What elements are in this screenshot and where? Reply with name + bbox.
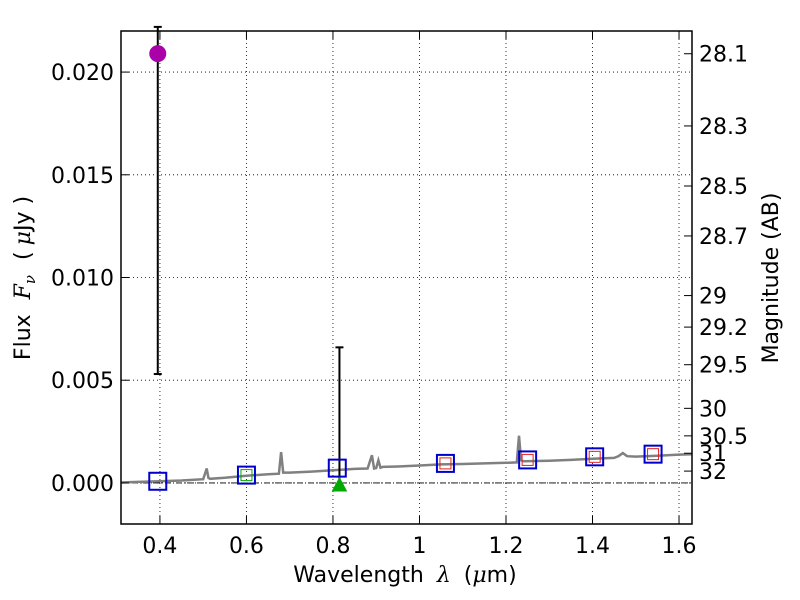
model-spectrum xyxy=(120,435,693,484)
model-photometry-square xyxy=(236,465,256,485)
model-photometry-square xyxy=(585,447,605,467)
plot-frame xyxy=(120,30,693,525)
ticks: 0.4 0.6 0.8 1 1.2 1.4 1.6 0.000 0.005 0.010 0.015 0… xyxy=(51,31,748,559)
spectrum-line xyxy=(120,435,693,484)
model-photometry-square xyxy=(518,450,538,470)
observed-flux-inner-square xyxy=(647,448,660,461)
y-axis-label: Flux Fν (μJy ) xyxy=(11,196,41,360)
observed-flux-inner-square xyxy=(439,457,452,470)
y-tick-label: 0.015 xyxy=(51,164,114,189)
x-tick-label: 0.6 xyxy=(229,534,264,559)
magnitude-tick-label: 31 xyxy=(699,442,727,467)
magnitude-tick-label: 30 xyxy=(699,397,727,422)
y-tick-label: 0.005 xyxy=(51,369,114,394)
model-photometry-square xyxy=(148,471,168,491)
magnitude-tick-label: 29.5 xyxy=(699,354,748,379)
observed-flux-inner-square xyxy=(588,450,601,463)
purple-circle-marker xyxy=(149,45,167,63)
model-photometry-square xyxy=(327,458,347,478)
magnitude-tick-label: 28.1 xyxy=(699,43,748,68)
magnitude-tick-label: 29.2 xyxy=(699,316,748,341)
markers xyxy=(148,45,663,492)
x-tick-label: 0.8 xyxy=(315,534,350,559)
y-tick-label: 0.010 xyxy=(51,267,114,292)
observed-flux-inner-square xyxy=(240,469,253,482)
y-tick-label: 0.020 xyxy=(51,61,114,86)
model-photometry-square xyxy=(643,444,663,464)
magnitude-tick-label: 32 xyxy=(699,460,727,485)
magnitude-tick-label: 28.5 xyxy=(699,175,748,200)
magnitude-tick-label: 29 xyxy=(699,285,727,310)
x-tick-label: 1 xyxy=(412,534,426,559)
magnitude-tick-label: 28.7 xyxy=(699,225,748,250)
x-tick-label: 0.4 xyxy=(142,534,177,559)
model-photometry-square xyxy=(435,453,455,473)
magnitude-tick-label: 30.5 xyxy=(699,425,748,450)
x-tick-label: 1.6 xyxy=(662,534,697,559)
magnitude-axis-label: Magnitude (AB) xyxy=(759,193,784,364)
x-tick-label: 1.4 xyxy=(575,534,610,559)
y-tick-label: 0.000 xyxy=(51,472,114,497)
x-tick-label: 1.2 xyxy=(488,534,523,559)
grid xyxy=(121,31,692,524)
error-bars xyxy=(153,25,344,486)
green-triangle-marker xyxy=(331,476,348,492)
observed-flux-inner-square xyxy=(521,453,534,466)
x-axis-label: Wavelength λ (μm) xyxy=(293,563,516,588)
magnitude-tick-label: 28.3 xyxy=(699,115,748,140)
